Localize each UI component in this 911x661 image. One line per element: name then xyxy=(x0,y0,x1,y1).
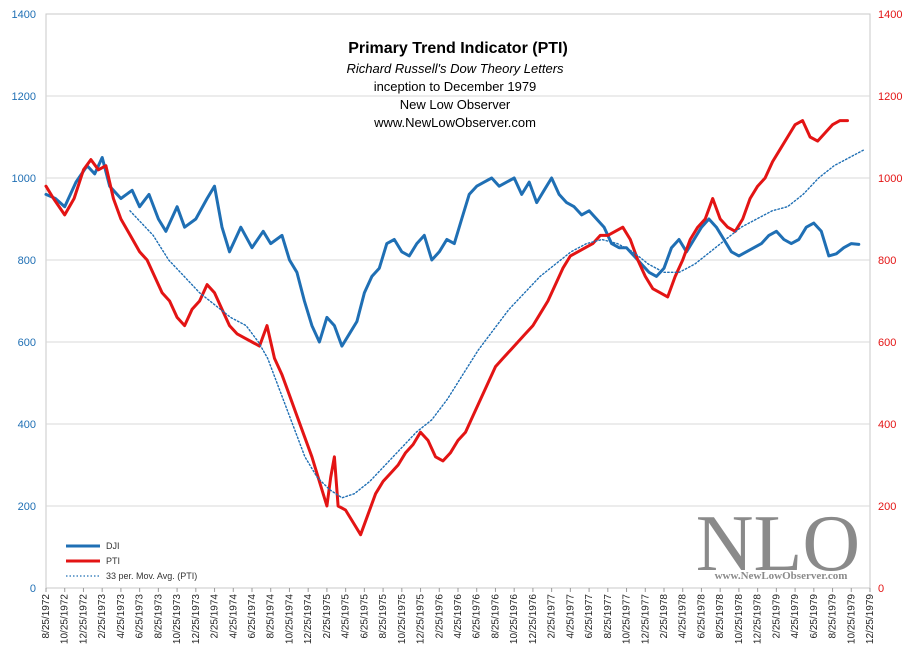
x-tick-label: 2/25/1979 xyxy=(771,594,782,639)
x-tick-label: 8/25/1972 xyxy=(41,594,52,639)
x-tick-label: 8/25/1974 xyxy=(266,594,277,639)
x-tick-label: 6/25/1976 xyxy=(472,594,483,639)
chart-subtitle-3: New Low Observer xyxy=(400,97,511,112)
x-tick-label: 6/25/1979 xyxy=(809,594,820,639)
x-tick-label: 6/25/1978 xyxy=(696,594,707,639)
x-tick-label: 10/25/1972 xyxy=(60,594,71,644)
x-tick-label: 2/25/1975 xyxy=(322,594,333,639)
x-tick-label: 12/25/1974 xyxy=(303,594,314,644)
x-tick-label: 10/25/1974 xyxy=(284,594,295,644)
x-tick-label: 10/25/1979 xyxy=(846,594,857,644)
x-tick-label: 6/25/1975 xyxy=(359,594,370,639)
x-tick-label: 10/25/1973 xyxy=(172,594,183,644)
x-tick-label: 4/25/1973 xyxy=(116,594,127,639)
x-tick-label: 2/25/1977 xyxy=(547,594,558,639)
legend-label-dji: DJI xyxy=(106,541,120,551)
y-axis-left: 0 200 400 600 800 1000 1200 1400 xyxy=(12,9,36,595)
y-tick-label-left: 1200 xyxy=(12,91,36,103)
x-tick-label: 8/25/1975 xyxy=(378,594,389,639)
x-tick-label: 12/25/1972 xyxy=(78,594,89,644)
x-tick-label: 12/25/1973 xyxy=(191,594,202,644)
x-tick-label: 8/25/1976 xyxy=(490,594,501,639)
gridlines xyxy=(46,95,870,507)
x-axis: 8/25/1972 10/25/1972 12/25/1972 2/25/1973 4/… xyxy=(41,588,876,644)
x-tick-label: 6/25/1974 xyxy=(247,594,258,639)
x-tick-label: 8/25/1978 xyxy=(715,594,726,639)
legend: DJI PTI 33 per. Mov. Avg. (PTI) xyxy=(66,541,197,581)
chart-subtitle-2: inception to December 1979 xyxy=(374,79,537,94)
x-tick-label: 6/25/1977 xyxy=(584,594,595,639)
series-layer xyxy=(44,119,866,537)
series-line-33-per-mov-avg-pti xyxy=(129,148,866,499)
y-tick-label-right: 400 xyxy=(878,419,896,431)
y-tick-label-left: 200 xyxy=(18,501,36,513)
x-tick-label: 12/25/1978 xyxy=(753,594,764,644)
x-tick-label: 4/25/1975 xyxy=(341,594,352,639)
watermark-letters: NLO xyxy=(696,500,860,588)
series-line-pti xyxy=(44,119,849,537)
y-tick-label-left: 800 xyxy=(18,255,36,267)
y-tick-label-left: 1400 xyxy=(12,9,36,21)
x-tick-label: 10/25/1976 xyxy=(509,594,520,644)
chart-subtitle-4: www.NewLowObserver.com xyxy=(373,115,536,130)
legend-label-pti: PTI xyxy=(106,556,120,566)
chart-title: Primary Trend Indicator (PTI) xyxy=(348,40,568,57)
x-tick-label: 10/25/1975 xyxy=(397,594,408,644)
x-tick-label: 2/25/1978 xyxy=(659,594,670,639)
plot-area xyxy=(45,13,871,589)
y-axis-right: 0 200 400 600 800 1000 1200 1400 xyxy=(878,9,902,595)
watermark-url: www.NewLowObserver.com xyxy=(715,570,848,582)
x-tick-label: 8/25/1979 xyxy=(828,594,839,639)
y-tick-label-right: 1400 xyxy=(878,9,902,21)
x-tick-label: 12/25/1979 xyxy=(865,594,876,644)
y-tick-label-right: 200 xyxy=(878,501,896,513)
legend-label-ma: 33 per. Mov. Avg. (PTI) xyxy=(106,571,197,581)
x-tick-label: 2/25/1973 xyxy=(97,594,108,639)
y-tick-label-left: 1000 xyxy=(12,173,36,185)
x-tick-label: 2/25/1976 xyxy=(434,594,445,639)
x-tick-label: 8/25/1973 xyxy=(153,594,164,639)
x-tick-label: 4/25/1976 xyxy=(453,594,464,639)
x-tick-label: 4/25/1977 xyxy=(565,594,576,639)
y-tick-label-right: 800 xyxy=(878,255,896,267)
y-tick-label-left: 400 xyxy=(18,419,36,431)
x-tick-label: 2/25/1974 xyxy=(210,594,221,639)
y-tick-label-right: 1000 xyxy=(878,173,902,185)
x-tick-label: 10/25/1977 xyxy=(622,594,633,644)
y-tick-label-left: 0 xyxy=(30,583,36,595)
y-tick-label-right: 0 xyxy=(878,583,884,595)
x-tick-label: 12/25/1975 xyxy=(416,594,427,644)
chart-subtitle-1: Richard Russell's Dow Theory Letters xyxy=(346,61,564,76)
series-line-dji xyxy=(44,156,861,348)
x-tick-label: 4/25/1978 xyxy=(678,594,689,639)
x-tick-label: 12/25/1977 xyxy=(640,594,651,644)
x-tick-label: 8/25/1977 xyxy=(603,594,614,639)
y-tick-label-right: 1200 xyxy=(878,91,902,103)
y-tick-label-right: 600 xyxy=(878,337,896,349)
y-tick-label-left: 600 xyxy=(18,337,36,349)
x-tick-label: 12/25/1976 xyxy=(528,594,539,644)
x-tick-label: 4/25/1974 xyxy=(228,594,239,639)
x-tick-label: 10/25/1978 xyxy=(734,594,745,644)
x-tick-label: 4/25/1979 xyxy=(790,594,801,639)
x-tick-label: 6/25/1973 xyxy=(135,594,146,639)
nlo-watermark: NLO www.NewLowObserver.com xyxy=(696,500,860,588)
